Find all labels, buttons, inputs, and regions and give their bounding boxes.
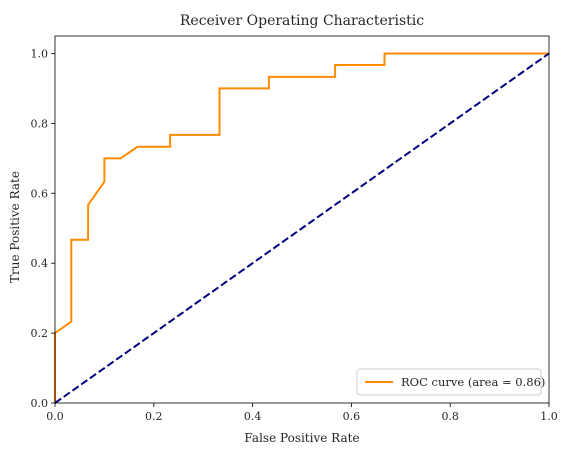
chart-title: Receiver Operating Characteristic [180, 13, 424, 29]
y-tick-label: 0.0 [31, 397, 49, 410]
y-tick-label: 0.6 [31, 187, 49, 200]
y-axis-label: True Positive Rate [8, 171, 22, 283]
x-tick-label: 0.8 [441, 410, 459, 423]
diagonal-reference-line [54, 52, 550, 404]
y-tick-label: 0.2 [31, 327, 49, 340]
x-tick-label: 0.4 [244, 410, 262, 423]
series-line-roc-curve-area-0-86 [54, 52, 549, 403]
legend-label: ROC curve (area = 0.86) [401, 375, 545, 389]
axes-frame [54, 35, 550, 404]
x-tick-label: 0.6 [343, 410, 361, 423]
x-axis-label: False Positive Rate [244, 431, 359, 445]
y-tick-label: 0.4 [31, 257, 49, 270]
x-tick-label: 1.0 [540, 410, 558, 423]
legend-box [356, 368, 542, 396]
y-tick-label: 0.8 [31, 117, 49, 130]
y-tick-label: 1.0 [31, 47, 49, 60]
x-tick-label: 0.2 [145, 410, 163, 423]
plot-area: 0.0 0.2 0.4 0.6 0.8 1.0 0.0 0.2 0.4 0.6 0.8 1.0 ROC … [31, 35, 558, 423]
x-tick-label: 0.0 [46, 410, 64, 423]
